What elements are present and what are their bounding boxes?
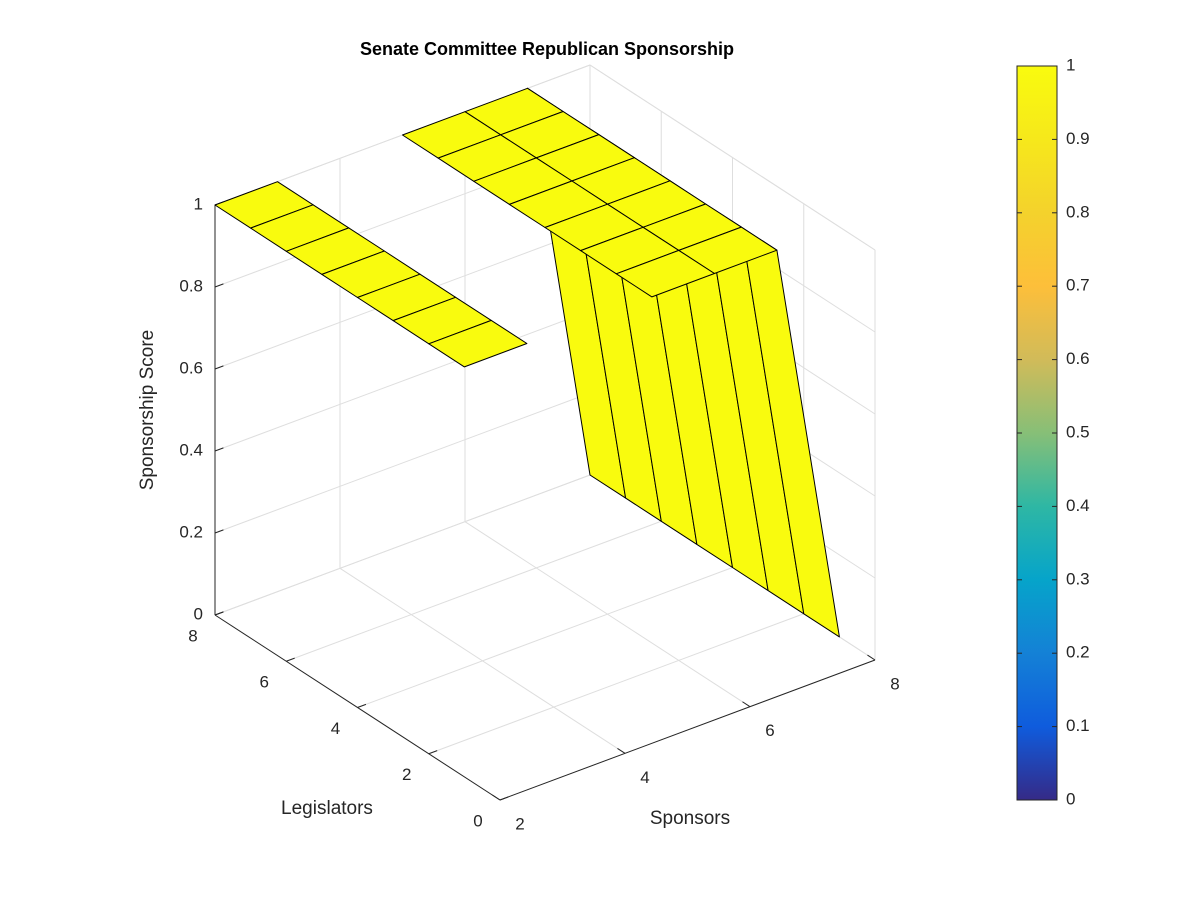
x-axis-label: Sponsors	[650, 808, 730, 829]
colorbar-tick-label: 0	[1066, 789, 1075, 808]
z-tick-label: 0.6	[179, 358, 203, 377]
surface-face	[615, 249, 715, 298]
z-tick-label: 0	[194, 604, 203, 623]
x-tick-label: 6	[765, 721, 774, 740]
grid-line	[214, 310, 591, 452]
x-axis-line	[499, 659, 876, 801]
colorbar-tick-label: 0.2	[1066, 643, 1090, 662]
x-tick	[492, 794, 501, 801]
x-tick	[867, 654, 876, 661]
grid-line	[357, 567, 733, 708]
z-tick-label: 0.8	[179, 276, 203, 295]
colorbar-tick-label: 0.8	[1066, 202, 1090, 221]
colorbar-tick-label: 0.5	[1066, 422, 1090, 441]
colorbar-tick-label: 0.3	[1066, 569, 1090, 588]
colorbar-tick-label: 0.4	[1066, 496, 1090, 515]
surface-layer	[214, 87, 840, 638]
z-tick-label: 0.4	[179, 440, 203, 459]
z-tick	[214, 529, 224, 534]
x-tick	[617, 748, 626, 754]
y-tick	[357, 703, 367, 708]
grid-line	[286, 520, 662, 662]
z-tick	[214, 283, 224, 288]
label-layer: 2 4 6 8 0 2 4 6 8 0 0.2 0.4 0.6 0.8 1	[179, 194, 899, 833]
y-tick-label: 8	[188, 626, 197, 645]
colorbar-tick-label: 1	[1066, 55, 1075, 74]
x-tick-label: 2	[515, 814, 524, 833]
colorbar-gradient	[1016, 65, 1058, 801]
z-tick-label: 1	[194, 194, 203, 213]
colorbar-tick-label: 0.1	[1066, 716, 1090, 735]
z-axis-label: Sponsorship Score	[137, 330, 158, 491]
y-tick-label: 0	[473, 811, 482, 830]
y-tick-label: 4	[331, 719, 340, 738]
z-tick	[214, 447, 224, 452]
y-tick-label: 2	[402, 765, 411, 784]
y-tick	[428, 750, 438, 755]
y-axis-label: Legislators	[281, 798, 373, 819]
grid-line	[428, 613, 804, 755]
y-tick-label: 6	[260, 673, 269, 692]
chart-title: Senate Committee Republican Sponsorship	[360, 39, 734, 59]
x-tick	[742, 701, 751, 708]
y-tick	[286, 657, 295, 662]
x-tick-label: 8	[890, 674, 899, 693]
y-tick	[499, 796, 509, 801]
colorbar-tick-label: 0.9	[1066, 129, 1090, 148]
colorbar: 0 0.1 0.2 0.3 0.4 0.5 0.6 0.7 0.8 0.9 1	[1016, 55, 1090, 808]
x-tick-label: 4	[640, 768, 649, 787]
z-tick-label: 0.2	[179, 522, 203, 541]
colorbar-tick-label: 0.7	[1066, 276, 1090, 295]
grid-line	[214, 392, 591, 534]
z-tick	[214, 365, 224, 370]
z-tick	[214, 611, 224, 616]
surface-face	[428, 319, 528, 368]
box-edge	[589, 64, 876, 251]
grid-line	[214, 474, 591, 616]
colorbar-tick-label: 0.6	[1066, 349, 1090, 368]
